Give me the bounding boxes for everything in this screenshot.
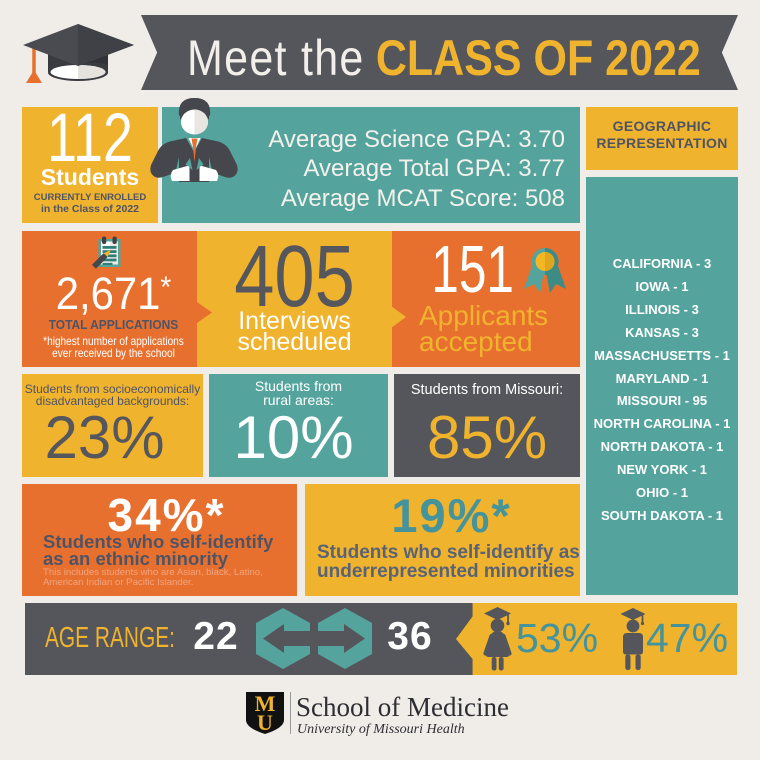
svg-text:U: U xyxy=(257,710,273,735)
svg-text:M: M xyxy=(255,691,276,716)
